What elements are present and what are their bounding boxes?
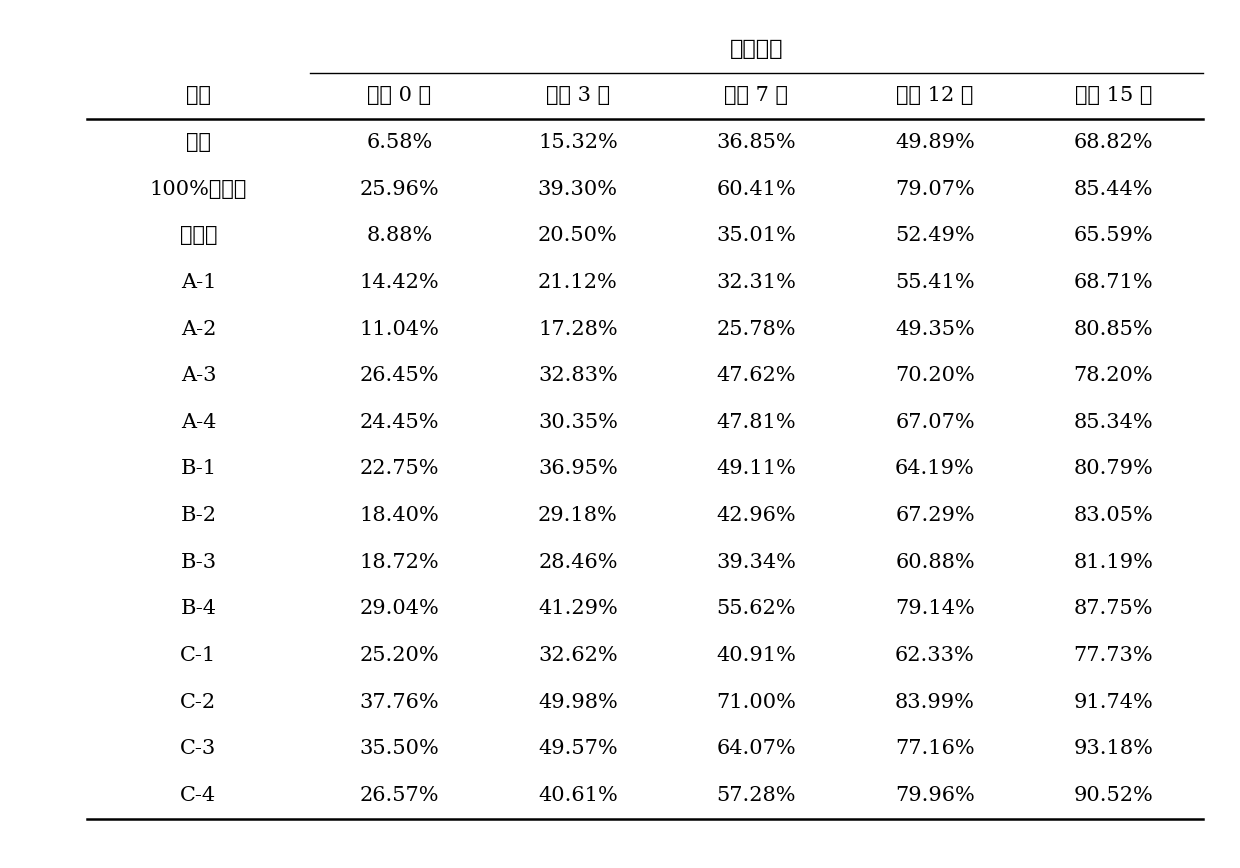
Text: 25.96%: 25.96%	[360, 180, 439, 199]
Text: 85.34%: 85.34%	[1074, 413, 1153, 432]
Text: B-3: B-3	[180, 553, 217, 572]
Text: 79.07%: 79.07%	[895, 180, 975, 199]
Text: B-2: B-2	[180, 506, 217, 525]
Text: 14.42%: 14.42%	[360, 273, 439, 292]
Text: 62.33%: 62.33%	[895, 646, 975, 665]
Text: 83.05%: 83.05%	[1074, 506, 1153, 525]
Text: 91.74%: 91.74%	[1074, 693, 1153, 712]
Text: 90.52%: 90.52%	[1074, 786, 1153, 805]
Text: 57.28%: 57.28%	[717, 786, 796, 805]
Text: C-3: C-3	[180, 740, 217, 759]
Text: 39.34%: 39.34%	[717, 553, 796, 572]
Text: 85.44%: 85.44%	[1074, 180, 1153, 199]
Text: 脱吐隆: 脱吐隆	[180, 227, 217, 246]
Text: 36.85%: 36.85%	[717, 133, 796, 152]
Text: 77.73%: 77.73%	[1074, 646, 1153, 665]
Text: 83.99%: 83.99%	[895, 693, 975, 712]
Text: 28.46%: 28.46%	[538, 553, 618, 572]
Text: 68.71%: 68.71%	[1074, 273, 1153, 292]
Text: 29.18%: 29.18%	[538, 506, 618, 525]
Text: 32.83%: 32.83%	[538, 366, 618, 385]
Text: 26.57%: 26.57%	[360, 786, 439, 805]
Text: 32.31%: 32.31%	[717, 273, 796, 292]
Text: 71.00%: 71.00%	[717, 693, 796, 712]
Text: C-4: C-4	[180, 786, 217, 805]
Text: 49.11%: 49.11%	[717, 459, 796, 478]
Text: 55.41%: 55.41%	[895, 273, 975, 292]
Text: 47.81%: 47.81%	[717, 413, 796, 432]
Text: 68.82%: 68.82%	[1074, 133, 1153, 152]
Text: 药后 3 天: 药后 3 天	[546, 87, 610, 106]
Text: 52.49%: 52.49%	[895, 227, 975, 246]
Text: 21.12%: 21.12%	[538, 273, 618, 292]
Text: 18.40%: 18.40%	[360, 506, 439, 525]
Text: 18.72%: 18.72%	[360, 553, 439, 572]
Text: 药后 15 天: 药后 15 天	[1075, 87, 1152, 106]
Text: 60.41%: 60.41%	[717, 180, 796, 199]
Text: 80.79%: 80.79%	[1074, 459, 1153, 478]
Text: 41.29%: 41.29%	[538, 599, 618, 618]
Text: C-2: C-2	[180, 693, 217, 712]
Text: 65.59%: 65.59%	[1074, 227, 1153, 246]
Text: 清水: 清水	[186, 133, 211, 152]
Text: 15.32%: 15.32%	[538, 133, 618, 152]
Text: 100%噻苯隆: 100%噻苯隆	[150, 180, 247, 199]
Text: 25.78%: 25.78%	[717, 319, 796, 339]
Text: 80.85%: 80.85%	[1074, 319, 1153, 339]
Text: A-2: A-2	[181, 319, 216, 339]
Text: 37.76%: 37.76%	[360, 693, 439, 712]
Text: 36.95%: 36.95%	[538, 459, 618, 478]
Text: 25.20%: 25.20%	[360, 646, 439, 665]
Text: 药后 7 天: 药后 7 天	[724, 87, 789, 106]
Text: A-1: A-1	[181, 273, 216, 292]
Text: 60.88%: 60.88%	[895, 553, 975, 572]
Text: 8.88%: 8.88%	[366, 227, 433, 246]
Text: 87.75%: 87.75%	[1074, 599, 1153, 618]
Text: 药后 0 天: 药后 0 天	[367, 87, 432, 106]
Text: 药后 12 天: 药后 12 天	[897, 87, 973, 106]
Text: 35.01%: 35.01%	[717, 227, 796, 246]
Text: 20.50%: 20.50%	[538, 227, 618, 246]
Text: 55.62%: 55.62%	[717, 599, 796, 618]
Text: 49.35%: 49.35%	[895, 319, 975, 339]
Text: 67.29%: 67.29%	[895, 506, 975, 525]
Text: 42.96%: 42.96%	[717, 506, 796, 525]
Text: 64.19%: 64.19%	[895, 459, 975, 478]
Text: 49.89%: 49.89%	[895, 133, 975, 152]
Text: 处理: 处理	[186, 87, 211, 106]
Text: 40.91%: 40.91%	[717, 646, 796, 665]
Text: 6.58%: 6.58%	[366, 133, 433, 152]
Text: 22.75%: 22.75%	[360, 459, 439, 478]
Text: 24.45%: 24.45%	[360, 413, 439, 432]
Text: B-4: B-4	[180, 599, 217, 618]
Text: 78.20%: 78.20%	[1074, 366, 1153, 385]
Text: 93.18%: 93.18%	[1074, 740, 1153, 759]
Text: 79.14%: 79.14%	[895, 599, 975, 618]
Text: 11.04%: 11.04%	[360, 319, 439, 339]
Text: 35.50%: 35.50%	[360, 740, 439, 759]
Text: 30.35%: 30.35%	[538, 413, 618, 432]
Text: 47.62%: 47.62%	[717, 366, 796, 385]
Text: A-3: A-3	[181, 366, 216, 385]
Text: 29.04%: 29.04%	[360, 599, 439, 618]
Text: 70.20%: 70.20%	[895, 366, 975, 385]
Text: 77.16%: 77.16%	[895, 740, 975, 759]
Text: 79.96%: 79.96%	[895, 786, 975, 805]
Text: 26.45%: 26.45%	[360, 366, 439, 385]
Text: 17.28%: 17.28%	[538, 319, 618, 339]
Text: 67.07%: 67.07%	[895, 413, 975, 432]
Text: C-1: C-1	[180, 646, 217, 665]
Text: 81.19%: 81.19%	[1074, 553, 1153, 572]
Text: 64.07%: 64.07%	[717, 740, 796, 759]
Text: B-1: B-1	[180, 459, 217, 478]
Text: 49.57%: 49.57%	[538, 740, 618, 759]
Text: 49.98%: 49.98%	[538, 693, 618, 712]
Text: 药后天数: 药后天数	[729, 38, 784, 61]
Text: 32.62%: 32.62%	[538, 646, 618, 665]
Text: A-4: A-4	[181, 413, 216, 432]
Text: 40.61%: 40.61%	[538, 786, 618, 805]
Text: 39.30%: 39.30%	[538, 180, 618, 199]
